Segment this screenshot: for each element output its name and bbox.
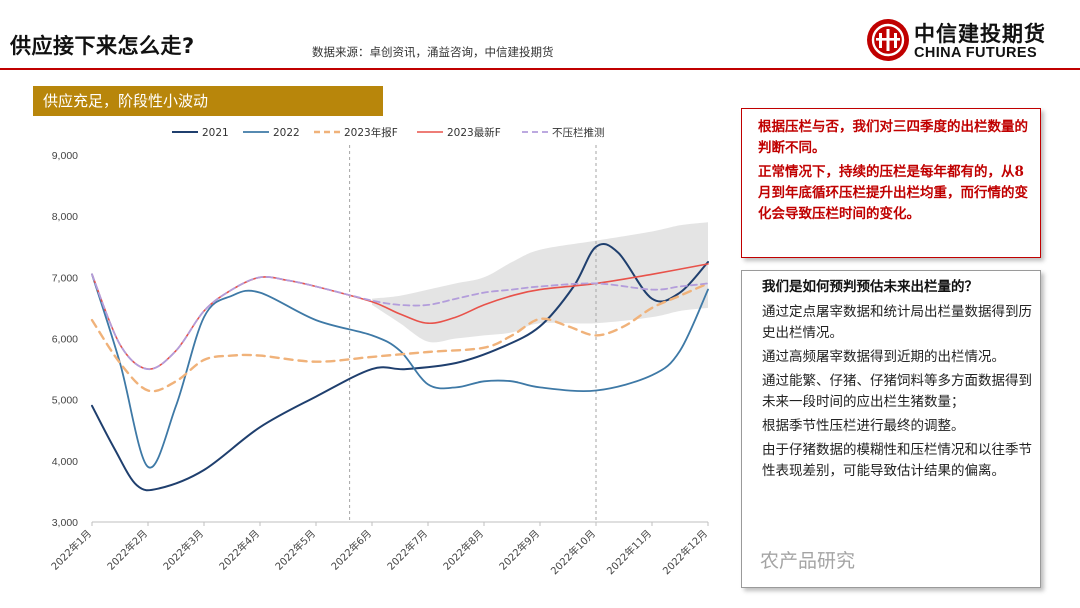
y-tick-label: 5,000 (52, 395, 78, 407)
section-banner: 供应充足，阶段性小波动 (33, 86, 383, 116)
y-tick-label: 9,000 (52, 150, 78, 162)
logo-name-cn: 中信建投期货 (914, 22, 1046, 46)
supply-line-chart: 9,0008,0007,0006,0005,0004,0003,0002022年… (48, 126, 710, 577)
series-line-3 (91, 263, 709, 370)
x-tick-label: 2022年8月 (440, 527, 486, 573)
header-divider (0, 68, 1080, 70)
y-tick-label: 4,000 (52, 456, 78, 468)
x-tick-label: 2022年7月 (384, 527, 430, 573)
note-answer-1: 通过定点屠宰数据和统计局出栏量数据得到历史出栏情况。 (762, 304, 1032, 341)
x-tick-label: 2022年1月 (48, 527, 94, 573)
logo-name-en: CHINA FUTURES (914, 45, 1038, 61)
note-question: 我们是如何预判预估未来出栏量的？ (762, 279, 978, 295)
series-line-4 (91, 273, 709, 371)
x-tick-label: 2022年4月 (216, 527, 262, 573)
legend-label: 2023最新F (447, 126, 501, 139)
x-tick-label: 2022年3月 (160, 527, 206, 573)
x-tick-label: 2022年9月 (496, 527, 542, 573)
legend-label: 2022 (273, 127, 300, 139)
data-source-note: 数据来源：卓创资讯，涌益咨询，中信建投期货 (312, 45, 554, 59)
brand-logo: 中信建投期货 CHINA FUTURES (866, 18, 1072, 64)
x-tick-label: 2022年10月 (548, 527, 598, 577)
notes-grey-box: 我们是如何预判预估未来出栏量的？ 通过定点屠宰数据和统计局出栏量数据得到历史出栏… (741, 270, 1041, 588)
y-tick-label: 6,000 (52, 334, 78, 346)
watermark-text: 农产品研究 (760, 550, 856, 572)
y-tick-label: 7,000 (52, 272, 78, 284)
x-tick-label: 2022年12月 (660, 527, 710, 577)
legend-label: 2023年报F (344, 126, 398, 139)
page-title: 供应接下来怎么走? (10, 34, 195, 58)
note-red-paragraph-2: 正常情况下，持续的压栏是每年都有的，从8月到年底循环压栏提升出栏均重，而行情的变… (758, 164, 1028, 222)
chart-legend: 2021 2022 2023年报F 2023最新F 不压栏推测 (172, 126, 605, 139)
note-answer-5: 由于仔猪数据的模糊性和压栏情况和以往季节性表现差别，可能导致估计结果的偏离。 (762, 442, 1032, 479)
legend-label: 不压栏推测 (552, 126, 605, 139)
x-tick-label: 2022年2月 (104, 527, 150, 573)
y-tick-label: 8,000 (52, 211, 78, 223)
chart-series (90, 242, 710, 492)
note-red-paragraph-1: 根据压栏与否，我们对三四季度的出栏数量的判断不同。 (758, 119, 1028, 156)
forecast-range-band (372, 222, 708, 343)
y-tick-label: 3,000 (52, 517, 78, 529)
x-tick-label: 2022年5月 (272, 527, 318, 573)
series-line-0 (91, 242, 709, 492)
logo-emblem-icon (867, 19, 909, 61)
chart-axes: 9,0008,0007,0006,0005,0004,0003,0002022年… (48, 150, 710, 577)
notes-red-box: 根据压栏与否，我们对三四季度的出栏数量的判断不同。 正常情况下，持续的压栏是每年… (741, 108, 1041, 258)
note-answer-2: 通过高频屠宰数据得到近期的出栏情况。 (762, 349, 1005, 365)
x-tick-label: 2022年6月 (328, 527, 374, 573)
note-answer-3: 通过能繁、仔猪、仔猪饲料等多方面数据得到未来一段时间的应出栏生猪数量； (762, 373, 1032, 410)
chart-forecast-band (372, 222, 708, 343)
x-tick-label: 2022年11月 (604, 527, 654, 577)
note-answer-4: 根据季节性压栏进行最终的调整。 (762, 418, 965, 434)
series-line-2 (90, 282, 710, 393)
series-line-1 (91, 273, 709, 469)
chart-vertical-markers (349, 145, 597, 522)
legend-label: 2021 (202, 127, 229, 139)
